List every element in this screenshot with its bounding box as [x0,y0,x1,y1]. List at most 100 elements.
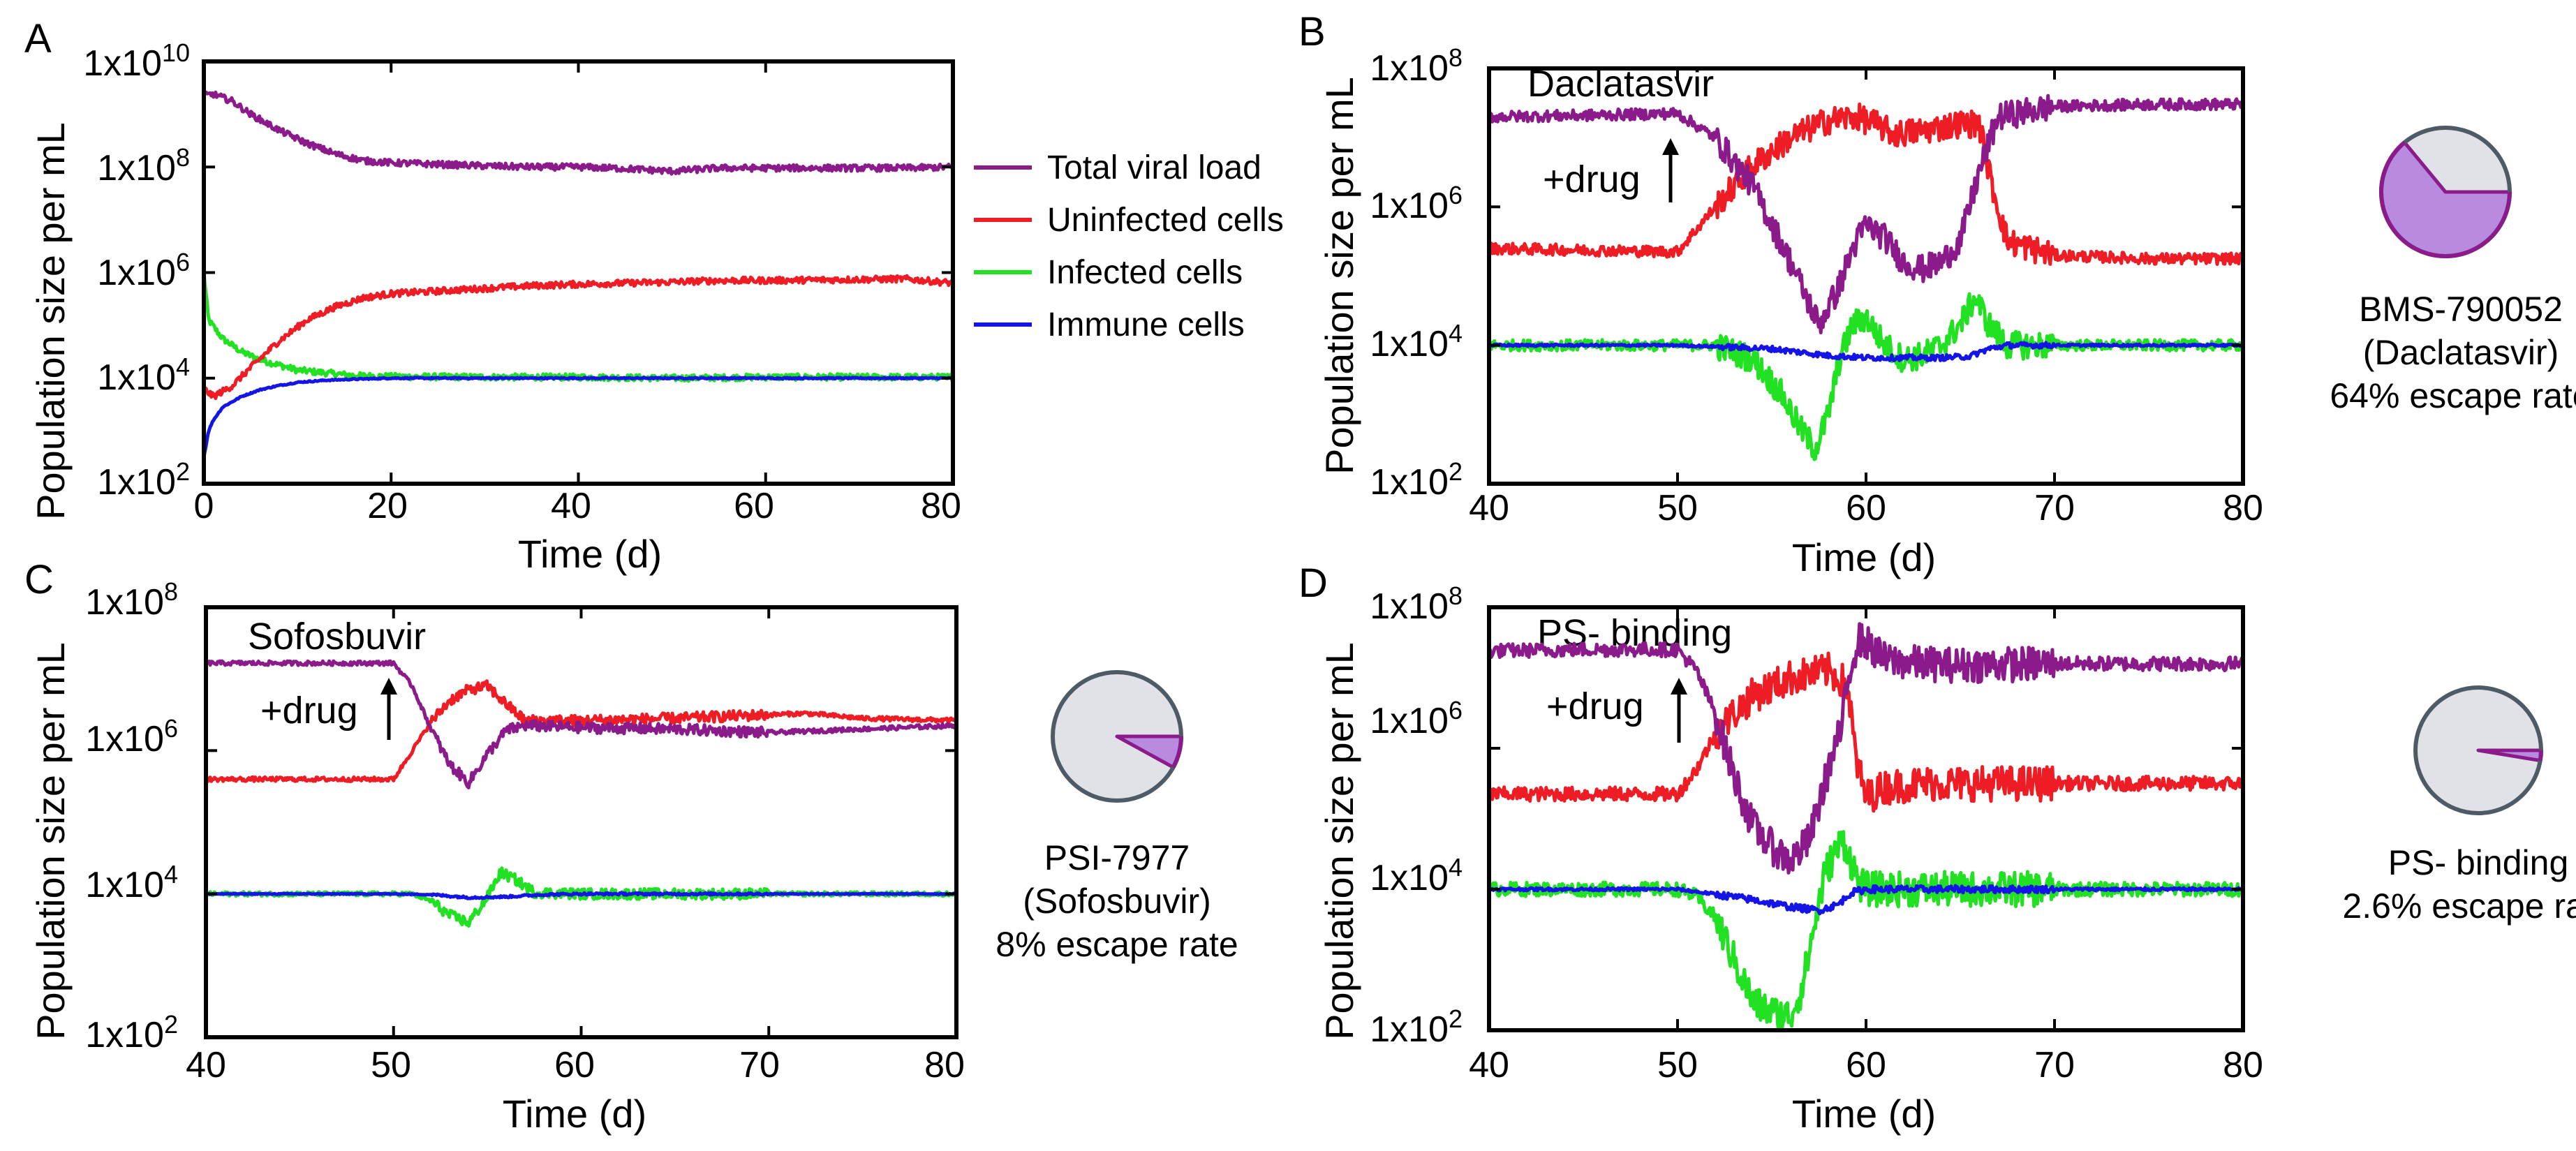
pie-drug-d: PS- binding [2388,843,2569,882]
x-tick-label-b-2: 60 [1846,488,1886,528]
series-infected [1489,292,2243,461]
y-tick-exp: 8 [1449,43,1463,72]
y-tick-label-a-0: 1x102 [97,457,190,503]
pie-drug-b: BMS-790052 [2359,290,2563,329]
y-axis-label-c: Population size per mL [29,642,73,1040]
y-axis-label-d: Population size per mL [1317,642,1361,1040]
y-tick-exp: 4 [176,352,190,381]
x-tick-label-c-2: 60 [554,1045,595,1085]
y-tick-label-c-3: 1x108 [85,577,178,623]
series-viral [206,659,956,789]
x-tick-label-c-0: 40 [186,1045,226,1085]
x-axis-label-d: Time (d) [1792,1092,1936,1136]
y-tick-label-c-0: 1x102 [85,1010,178,1055]
y-tick-exp: 6 [164,714,178,743]
plot-d [1487,605,2245,1032]
x-tick-label-a-0: 0 [194,486,214,526]
legend-entry-viral: Total viral load [974,149,1261,186]
y-tick-label-c-2: 1x106 [85,714,178,759]
drug-annotation-d: +drug [1546,685,1644,727]
y-tick-exp: 2 [1449,457,1463,486]
y-tick-label-b-2: 1x106 [1370,181,1463,226]
y-tick-base: 1x10 [1370,324,1449,364]
y-tick-exp: 2 [176,457,190,486]
series-immune [206,891,956,900]
y-tick-label-d-0: 1x102 [1370,1004,1463,1050]
x-tick-label-a-2: 40 [551,486,591,526]
panel-a: A Population size per mL Time (d) 1x102 … [24,16,961,576]
y-tick-label-c-1: 1x104 [85,860,178,905]
y-tick-base: 1x10 [1370,186,1449,226]
x-axis-label-a: Time (d) [518,532,662,576]
series-uninfected [1489,651,2243,813]
pie-alias-b: (Daclatasvir) [2363,333,2559,372]
y-tick-base: 1x10 [85,1015,164,1055]
y-tick-base: 1x10 [97,148,176,188]
y-tick-exp: 4 [1449,853,1463,882]
pie-b [2379,126,2512,258]
y-tick-base: 1x10 [97,357,176,398]
y-tick-base: 1x10 [1370,858,1449,898]
pie-escape-arc [2379,140,2512,258]
x-tick-label-d-3: 70 [2034,1045,2075,1085]
y-tick-label-b-0: 1x102 [1370,457,1463,503]
y-tick-exp: 2 [1449,1004,1463,1033]
y-tick-base: 1x10 [1370,586,1449,627]
plots-layer [202,59,2245,1039]
panel-letter-a: A [24,16,52,61]
legend-label-uninfected: Uninfected cells [1047,202,1284,239]
x-axis-label-c: Time (d) [503,1092,646,1136]
x-tick-label-b-1: 50 [1657,488,1698,528]
legend-label-viral: Total viral load [1047,149,1261,186]
x-tick-label-a-1: 20 [367,486,408,526]
y-axis-label-a: Population size per mL [29,122,73,520]
pies-layer [1051,126,2543,815]
series-immune [204,376,953,458]
y-tick-label-b-3: 1x108 [1370,43,1463,89]
y-tick-label-d-3: 1x108 [1370,581,1463,627]
x-axis-label-b: Time (d) [1792,535,1936,579]
series-uninfected [1489,102,2243,266]
legend-label-infected: Infected cells [1047,254,1243,291]
x-tick-label-a-4: 80 [921,486,961,526]
plot-c [204,605,958,1039]
legend-entry-infected: Infected cells [974,254,1243,291]
y-tick-exp: 4 [164,860,178,889]
axes-frame [1487,605,2245,1032]
y-tick-label-d-1: 1x104 [1370,853,1463,898]
y-tick-base: 1x10 [97,462,176,503]
panel-letter-b: B [1298,9,1326,54]
pie-c [1051,670,1183,803]
x-tick-label-c-3: 70 [739,1045,780,1085]
pie-escape-arc [2538,750,2543,762]
legend-label-immune: Immune cells [1047,306,1245,343]
y-tick-exp: 6 [1449,696,1463,725]
y-tick-label-a-1: 1x104 [97,352,190,398]
pie-escape-arc [1171,736,1183,768]
x-tick-label-d-4: 80 [2223,1045,2263,1085]
series-infected [206,866,956,928]
drug-annotation-b: +drug [1543,158,1641,200]
x-tick-label-c-1: 50 [371,1045,411,1085]
y-tick-base: 1x10 [85,865,164,905]
y-tick-exp: 8 [1449,581,1463,610]
panel-b: B Population size per mL Time (d) Daclat… [1298,9,2576,579]
y-tick-label-b-1: 1x104 [1370,319,1463,364]
panel-title-c: Sofosbuvir [248,616,426,658]
series-immune [1489,341,2243,362]
y-tick-exp: 8 [176,143,190,172]
series-viral [204,90,953,176]
x-tick-label-c-4: 80 [924,1045,965,1085]
y-tick-exp: 2 [164,1010,178,1039]
y-tick-base: 1x10 [85,719,164,759]
legend-entry-uninfected: Uninfected cells [974,202,1284,239]
y-tick-base: 1x10 [85,582,164,623]
y-tick-label-a-3: 1x108 [97,143,190,188]
panel-letter-d: D [1298,560,1328,606]
y-tick-exp: 10 [162,38,190,67]
y-tick-label-a-2: 1x106 [97,248,190,293]
y-tick-base: 1x10 [1370,1009,1449,1050]
pie-escape-b: 64% escape rate [2330,376,2576,415]
y-tick-exp: 6 [1449,181,1463,209]
